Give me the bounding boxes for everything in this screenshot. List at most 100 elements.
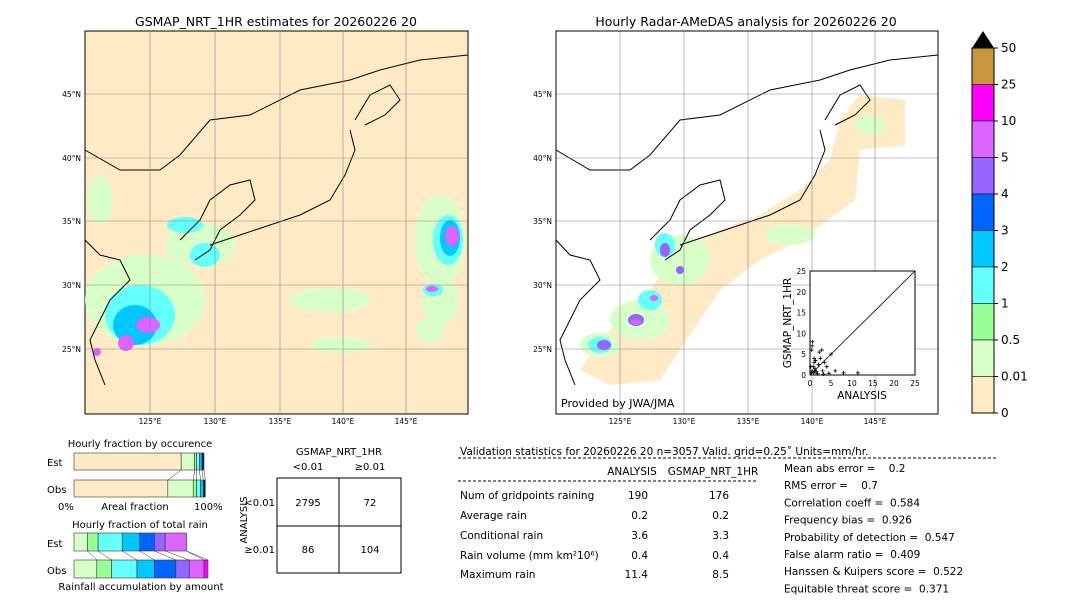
contingency-title: GSMAP_NRT_1HR — [296, 447, 382, 458]
colorbar-segment — [971, 266, 995, 304]
colorbar-label: 0.5 — [1001, 333, 1020, 347]
cell-miss: 86 — [302, 545, 315, 556]
lon-tick-label: 125°E — [139, 417, 162, 426]
stat-gsmap-value: 176 — [709, 490, 729, 502]
right-map-title: Hourly Radar-AMeDAS analysis for 2026022… — [595, 14, 896, 29]
scatter-point — [855, 370, 860, 375]
scatter-point — [808, 364, 813, 369]
col-label-lt: <0.01 — [293, 462, 324, 473]
total-rain-title: Hourly fraction of total rain — [72, 520, 208, 531]
score-line: Mean abs error = 0.2 — [784, 463, 905, 475]
lon-tick-label: 145°E — [395, 417, 418, 426]
occurrence-obs-label: Obs — [47, 485, 66, 496]
stat-row-label: Average rain — [460, 510, 527, 522]
stat-analysis-value: 0.2 — [631, 510, 648, 522]
colorbar-segment — [971, 339, 995, 377]
stat-gsmap-value: 3.3 — [712, 530, 729, 542]
occurrence-xlabel: Areal fraction — [101, 502, 168, 513]
fraction-bar-segment — [97, 532, 123, 552]
scatter-y-tick: 15 — [796, 309, 806, 318]
fraction-connector — [154, 550, 176, 561]
fraction-bar-segment — [136, 559, 155, 579]
colorbar-extend-arrow — [972, 31, 994, 48]
lon-tick-label: 130°E — [673, 417, 696, 426]
fraction-connector — [139, 550, 155, 561]
validation-stats: Validation statistics for 20260226 20 n=… — [458, 446, 996, 595]
colorbar-segment — [971, 376, 995, 414]
header-gsmap: GSMAP_NRT_1HR — [668, 466, 759, 478]
fraction-connector — [201, 469, 204, 481]
lat-tick-label: 40°N — [62, 154, 81, 163]
fraction-bar-segment — [121, 532, 140, 552]
scatter-point — [812, 368, 817, 373]
colorbar-label: 3 — [1001, 224, 1009, 238]
lon-tick-label: 135°E — [737, 417, 760, 426]
fraction-connector — [167, 469, 182, 481]
right-map: Provided by JWA/JMA 00 5 5 10 10 15 15 20 20 25 25… — [555, 30, 939, 415]
scatter-y-tick: 0 — [801, 371, 806, 380]
colorbar-label: 1 — [1001, 297, 1009, 311]
colorbar-segment — [971, 47, 995, 85]
lat-tick-label: 35°N — [533, 217, 552, 226]
fraction-connector — [122, 550, 138, 561]
lat-tick-label: 40°N — [533, 154, 552, 163]
fraction-connector — [193, 469, 195, 481]
occurrence-max-label: 100% — [194, 502, 223, 513]
colorbar-label: 25 — [1001, 78, 1016, 92]
colorbar-label: 0.01 — [1001, 370, 1028, 384]
total-rain-chart: Hourly fraction of total rain Est Obs Ra… — [47, 520, 224, 593]
stat-row-label: Num of gridpoints raining — [460, 490, 594, 502]
header-analysis: ANALYSIS — [607, 466, 657, 478]
scatter-y-tick: 20 — [796, 288, 806, 297]
stat-analysis-value: 0.4 — [631, 550, 648, 562]
scatter-x-tick: 25 — [910, 379, 920, 388]
stat-row-label: Conditional rain — [460, 530, 543, 542]
fraction-bar-segment — [203, 479, 206, 498]
lat-tick-label: 25°N — [62, 345, 81, 354]
scatter-point — [833, 368, 838, 373]
score-line: Correlation coeff = 0.584 — [784, 497, 920, 509]
colorbar-label: 50 — [1001, 41, 1016, 55]
colorbar-segment — [971, 157, 995, 195]
contingency-table: GSMAP_NRT_1HR <0.01 ≥0.01 ANALYSIS <0.01… — [239, 447, 402, 574]
total-rain-xlabel: Rainfall accumulation by amount — [58, 582, 223, 593]
row-title: ANALYSIS — [239, 496, 250, 543]
fraction-bar-segment — [175, 559, 190, 579]
stat-gsmap-value: 0.2 — [712, 510, 729, 522]
fraction-bar-segment — [73, 479, 169, 498]
scatter-x-tick: 10 — [847, 379, 857, 388]
row-label-lt: <0.01 — [244, 498, 275, 509]
scatter-point — [812, 356, 817, 361]
fraction-bar-segment — [203, 559, 209, 579]
scatter-point — [824, 364, 829, 369]
credit-text: Provided by JWA/JMA — [561, 397, 675, 410]
scatter-x-tick: 15 — [868, 379, 878, 388]
fraction-bar-segment — [201, 452, 205, 471]
score-line: Equitable threat score = 0.371 — [784, 583, 949, 595]
fraction-connector — [186, 550, 205, 561]
fraction-bar-segment — [200, 479, 204, 498]
lon-tick-label: 135°E — [269, 417, 292, 426]
lon-tick-label: 130°E — [204, 417, 227, 426]
colorbar-segment — [971, 193, 995, 231]
scatter-point — [820, 368, 825, 373]
lat-tick-label: 30°N — [533, 281, 552, 290]
stat-analysis-value: 190 — [628, 490, 648, 502]
lon-tick-label: 125°E — [609, 417, 632, 426]
scatter-y-tick: 10 — [796, 329, 806, 338]
fraction-bar-segment — [194, 452, 197, 471]
cell-false-alarm: 72 — [364, 498, 377, 509]
occurrence-est-label: Est — [47, 458, 63, 469]
fraction-bar-segment — [73, 452, 182, 471]
score-line: Probability of detection = 0.547 — [784, 532, 955, 544]
colorbar-segment — [971, 120, 995, 158]
colorbar-segment — [971, 303, 995, 341]
stat-row-label: Rain volume (mm km²10⁶) — [460, 550, 599, 562]
fraction-bar-segment — [192, 479, 197, 498]
scatter-point — [816, 362, 821, 367]
stat-analysis-value: 11.4 — [625, 569, 649, 581]
total-rain-obs-label: Obs — [47, 566, 66, 577]
score-line: Frequency bias = 0.926 — [784, 515, 912, 527]
colorbar-label: 4 — [1001, 187, 1009, 201]
